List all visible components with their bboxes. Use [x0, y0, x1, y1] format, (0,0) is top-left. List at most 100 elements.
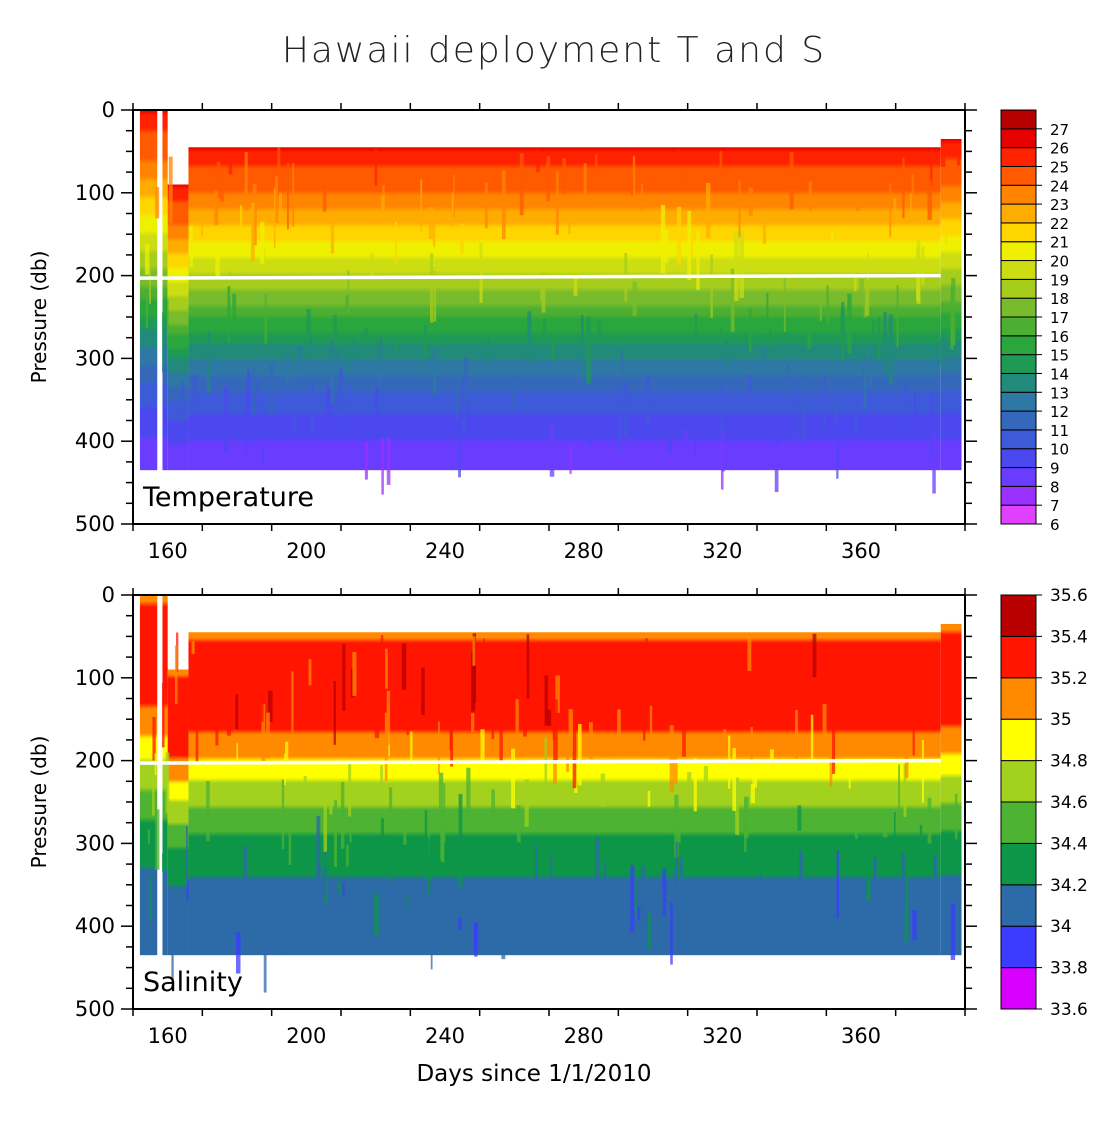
texture-streak	[181, 382, 185, 424]
texture-streak	[784, 450, 788, 471]
texture-streak	[329, 791, 333, 815]
texture-streak	[440, 818, 444, 860]
texture-streak	[472, 636, 476, 666]
texture-streak	[458, 917, 462, 931]
texture-streak	[389, 787, 393, 824]
colorbar-swatch	[1000, 335, 1037, 356]
y-tick-label: 100	[75, 666, 115, 690]
texture-streak	[155, 187, 160, 219]
texture-streak	[600, 773, 606, 807]
texture-streak	[428, 207, 433, 239]
texture-streak	[474, 923, 478, 957]
texture-streak	[152, 717, 156, 761]
texture-streak	[292, 404, 296, 434]
texture-streak	[670, 902, 673, 965]
texture-streak	[323, 796, 328, 852]
data-field	[139, 595, 962, 993]
texture-streak	[544, 737, 548, 804]
texture-streak	[374, 147, 378, 186]
texture-streak	[859, 278, 864, 296]
texture-streak	[346, 844, 349, 867]
texture-streak	[286, 353, 289, 384]
texture-streak	[268, 690, 273, 722]
texture-streak	[499, 697, 503, 761]
texture-streak	[724, 340, 729, 367]
texture-streak	[919, 824, 923, 867]
texture-streak	[189, 225, 193, 268]
x-tick-label: 280	[564, 539, 604, 563]
colorbar-label: 21	[1050, 234, 1069, 252]
y-tick-label: 500	[75, 512, 115, 536]
texture-streak	[401, 643, 407, 690]
y-tick-label: 300	[75, 831, 115, 855]
texture-streak	[750, 727, 753, 760]
early-profile	[162, 595, 168, 956]
colorbar-swatch	[1000, 884, 1037, 927]
texture-streak	[484, 182, 488, 229]
texture-streak	[345, 295, 349, 312]
texture-streak	[866, 879, 871, 901]
colorbar-label: 34.2	[1050, 876, 1088, 896]
texture-streak	[388, 735, 390, 757]
texture-streak	[433, 217, 436, 248]
texture-streak	[420, 179, 423, 232]
texture-streak	[516, 805, 521, 843]
texture-streak	[188, 673, 191, 709]
texture-streak	[487, 337, 490, 366]
texture-streak	[278, 192, 282, 215]
texture-streak	[954, 793, 958, 840]
texture-streak	[550, 853, 553, 896]
texture-streak	[455, 390, 458, 419]
texture-streak	[865, 274, 870, 316]
texture-streak	[787, 364, 790, 393]
texture-streak	[322, 869, 327, 898]
colorbar-swatch	[1000, 278, 1037, 299]
x-tick-label: 160	[148, 1024, 188, 1048]
texture-streak	[676, 206, 682, 265]
texture-streak	[660, 888, 663, 939]
texture-streak	[466, 767, 471, 823]
texture-streak	[160, 682, 165, 748]
texture-streak	[735, 777, 740, 835]
texture-streak	[747, 637, 752, 671]
colorbar-label: 18	[1050, 290, 1069, 308]
colorbar-label: 20	[1050, 253, 1069, 271]
texture-streak	[264, 293, 267, 344]
texture-streak	[903, 764, 907, 817]
texture-streak	[694, 313, 698, 340]
texture-streak	[523, 672, 527, 737]
texture-streak	[424, 810, 428, 878]
y-tick-label: 0	[102, 98, 115, 122]
texture-streak	[262, 445, 264, 463]
colorbar-label: 34.6	[1050, 793, 1088, 813]
texture-streak	[555, 675, 560, 713]
texture-streak	[723, 729, 727, 750]
texture-streak	[647, 912, 651, 950]
texture-streak	[330, 216, 335, 254]
texture-streak	[831, 232, 834, 247]
texture-streak	[810, 714, 814, 772]
texture-streak	[502, 170, 506, 240]
texture-streak	[667, 434, 672, 453]
colorbar-swatch	[1000, 594, 1037, 637]
texture-streak	[759, 874, 762, 889]
texture-streak	[696, 911, 699, 935]
texture-streak	[933, 854, 938, 878]
texture-streak	[374, 893, 379, 937]
texture-streak	[568, 215, 571, 235]
texture-streak	[438, 772, 444, 835]
texture-streak	[453, 174, 455, 218]
texture-streak	[687, 210, 692, 281]
texture-streak	[243, 846, 248, 894]
texture-streak	[458, 793, 463, 839]
texture-streak	[432, 348, 437, 395]
texture-streak	[491, 789, 495, 825]
texture-streak	[236, 743, 239, 776]
texture-streak	[316, 816, 321, 884]
texture-streak	[477, 890, 480, 954]
texture-streak	[195, 716, 199, 762]
texture-streak	[458, 859, 463, 887]
texture-streak	[340, 781, 345, 849]
texture-streak	[732, 748, 737, 811]
